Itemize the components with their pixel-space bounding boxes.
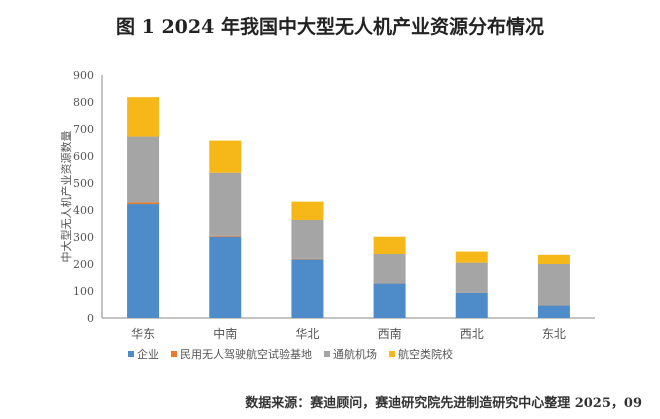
bar-segment	[537, 305, 570, 318]
y-tick-label: 800	[73, 96, 94, 109]
x-tick-label: 华东	[131, 327, 155, 341]
bar-segment	[127, 202, 160, 205]
bar-segment	[209, 236, 242, 318]
bar-segment	[373, 236, 406, 255]
legend-label: 民用无人驾驶航空试验基地	[180, 347, 312, 361]
y-tick-label: 100	[73, 285, 94, 298]
bar-segment	[209, 235, 242, 237]
bar-segment	[127, 97, 160, 137]
bar-segment	[291, 219, 324, 259]
bar-segment	[455, 251, 488, 263]
y-tick-label: 500	[73, 177, 94, 190]
bar-segment	[455, 262, 488, 293]
y-tick-label: 700	[73, 123, 94, 136]
x-tick-label: 华北	[295, 327, 319, 341]
bar-segment	[127, 136, 160, 203]
bar-segment	[209, 172, 242, 236]
bar-segment	[291, 201, 324, 220]
legend-swatch	[389, 351, 395, 357]
bar-segment	[373, 283, 406, 318]
legend-swatch	[171, 351, 177, 357]
chart-title: 图 1 2024 年我国中大型无人机产业资源分布情况	[116, 16, 544, 38]
y-axis-label: 中大型无人机产业资源数量	[59, 131, 73, 263]
bar-segment	[209, 140, 242, 173]
y-tick-label: 900	[73, 69, 94, 82]
bar-segment	[537, 264, 570, 306]
bar-segment	[291, 258, 324, 260]
y-tick-label: 600	[73, 150, 94, 163]
legend-label: 航空类院校	[398, 347, 453, 361]
y-tick-label: 400	[73, 204, 94, 217]
data-source: 数据来源：赛迪顾问，赛迪研究院先进制造研究中心整理 2025，09	[245, 396, 642, 411]
x-tick-label: 西北	[460, 327, 484, 341]
legend-label: 通航机场	[333, 347, 377, 361]
y-tick-label: 300	[73, 231, 94, 244]
bar-segment	[537, 254, 570, 264]
legend-swatch	[324, 351, 330, 357]
bar-segment	[291, 259, 324, 318]
bar-segment	[127, 204, 160, 318]
x-tick-label: 西南	[378, 326, 402, 341]
x-tick-label: 中南	[213, 326, 237, 341]
legend-swatch	[128, 351, 134, 357]
x-tick-label: 东北	[542, 327, 566, 341]
y-tick-label: 200	[73, 258, 94, 271]
bar-segment	[373, 254, 406, 284]
bar-segment	[455, 292, 488, 318]
y-tick-label: 0	[87, 312, 94, 325]
legend-label: 企业	[137, 347, 159, 361]
